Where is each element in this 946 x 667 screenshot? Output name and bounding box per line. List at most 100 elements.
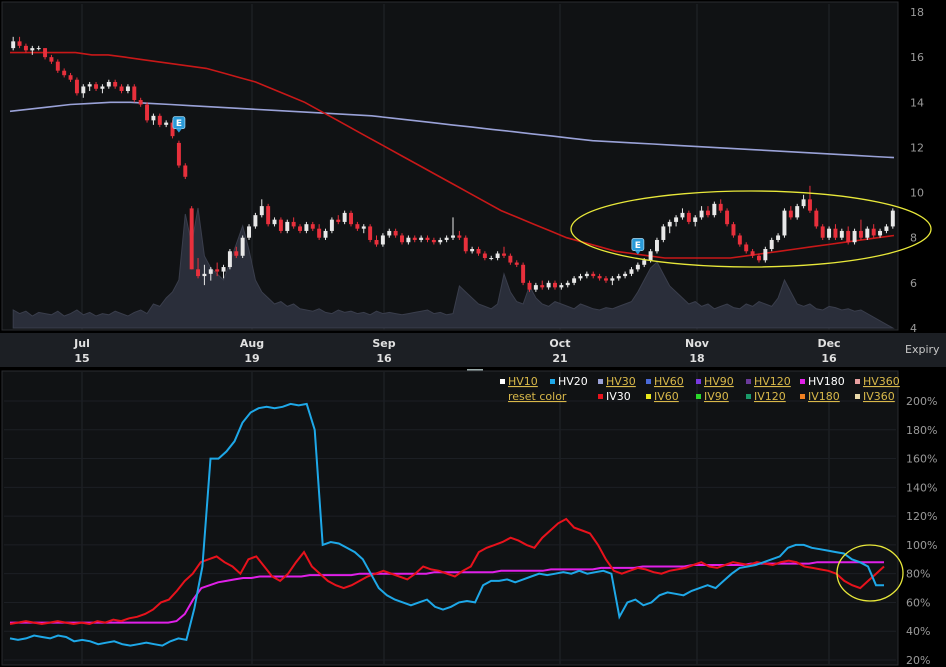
panel-resize-handle[interactable] [467, 369, 483, 371]
legend-label[interactable]: IV360 [863, 390, 895, 403]
legend-label[interactable]: HV60 [654, 375, 684, 388]
legend-item-iv60[interactable]: IV60 [646, 390, 679, 403]
legend-item-hv60[interactable]: HV60 [646, 375, 684, 388]
legend-item-reset-color[interactable]: reset color [508, 390, 567, 403]
candlestick [100, 84, 105, 94]
candlestick [278, 217, 283, 234]
long-moving-average-line [9, 101, 895, 159]
volatility-panel: 20% 40% 60% 80% 100% 120% 140% 160% 180% 200% HV1… [1, 370, 937, 667]
candlestick [635, 262, 640, 272]
legend-label[interactable]: IV180 [808, 390, 840, 403]
candle-body [425, 237, 430, 240]
candlestick [176, 140, 181, 168]
candle-body [610, 278, 615, 281]
candlestick [234, 246, 239, 259]
legend-label[interactable]: IV60 [654, 390, 679, 403]
legend-swatch [598, 379, 603, 384]
candle-body [744, 244, 749, 252]
legend-label[interactable]: HV30 [606, 375, 636, 388]
legend-label[interactable]: IV120 [754, 390, 786, 403]
price-highlight-ellipse [570, 190, 932, 268]
earnings-marker[interactable]: E [631, 238, 645, 255]
candlestick [623, 271, 628, 279]
candle-body [55, 61, 60, 71]
candlestick [852, 228, 857, 245]
candle-body [272, 219, 277, 225]
expiry-label[interactable]: Expiry [905, 343, 940, 356]
candle-body [495, 253, 500, 259]
candlestick [827, 226, 832, 240]
legend-item-hv10[interactable]: HV10 [500, 375, 538, 388]
candle-body [451, 235, 455, 238]
candle-body [368, 226, 373, 240]
candle-body [502, 253, 506, 256]
candle-body [387, 230, 392, 236]
candle-body [240, 237, 245, 256]
candle-body [482, 253, 487, 259]
candle-body [476, 249, 481, 254]
legend-label[interactable]: HV180 [808, 375, 845, 388]
legend-label[interactable]: HV360 [863, 375, 900, 388]
legend-item-hv360[interactable]: HV360 [855, 375, 900, 388]
candlestick [361, 224, 366, 234]
legend-item-hv180[interactable]: HV180 [800, 375, 845, 388]
candle-body [138, 100, 143, 105]
candlestick [419, 235, 424, 243]
legend-item-iv30[interactable]: IV30 [598, 390, 631, 403]
legend-item-iv360[interactable]: IV360 [855, 390, 895, 403]
legend-label[interactable]: HV20 [558, 375, 588, 388]
candlestick [667, 219, 672, 234]
candle-body [635, 264, 640, 270]
candlestick [878, 228, 883, 238]
volume-series [12, 207, 895, 329]
legend-label[interactable]: HV90 [704, 375, 734, 388]
volatility-y-tick-label: 80% [906, 568, 930, 581]
legend-item-hv20[interactable]: HV20 [550, 375, 588, 388]
legend-item-iv180[interactable]: IV180 [800, 390, 840, 403]
price-y-tick-label: 14 [910, 96, 924, 109]
candlestick [527, 280, 532, 292]
candlestick [113, 79, 118, 89]
legend-label[interactable]: reset color [508, 390, 567, 403]
candle-body [247, 226, 252, 238]
legend-item-hv30[interactable]: HV30 [598, 375, 636, 388]
candlestick [151, 113, 156, 125]
candlestick [208, 267, 213, 281]
price-y-tick-label: 12 [910, 141, 924, 154]
candle-body [176, 142, 181, 166]
legend-swatch [800, 394, 805, 399]
candlestick [654, 237, 659, 254]
candle-body [355, 224, 360, 229]
legend-item-iv120[interactable]: IV120 [746, 390, 786, 403]
legend-item-hv120[interactable]: HV120 [746, 375, 791, 388]
legend-item-hv90[interactable]: HV90 [696, 375, 734, 388]
candlestick [482, 251, 487, 261]
month-tick-label: Sep [372, 337, 395, 350]
candle-body [227, 251, 232, 268]
candlestick [750, 249, 755, 259]
legend-label[interactable]: IV30 [606, 390, 631, 403]
candle-body [769, 239, 774, 249]
day-tick-label: 21 [552, 352, 567, 365]
legend-item-iv90[interactable]: IV90 [696, 390, 729, 403]
earnings-marker[interactable]: E [172, 116, 186, 133]
candlestick [329, 217, 334, 234]
candle-body [336, 219, 341, 222]
candle-body [629, 269, 634, 274]
candle-body [546, 282, 551, 288]
volatility-highlight-ellipse [836, 544, 904, 602]
legend-label[interactable]: HV120 [754, 375, 791, 388]
earnings-badge[interactable] [172, 116, 186, 130]
candlestick [132, 84, 137, 103]
candle-body [361, 226, 366, 229]
candle-body [406, 237, 411, 243]
legend-label[interactable]: IV90 [704, 390, 729, 403]
candlestick [393, 228, 398, 238]
volatility-y-axis: 20% 40% 60% 80% 100% 120% 140% 160% 180% 200% [906, 395, 937, 667]
candle-body [298, 226, 302, 231]
legend-label[interactable]: HV10 [508, 375, 538, 388]
candle-body [890, 210, 895, 227]
candle-body [604, 278, 608, 281]
candle-body [259, 206, 264, 216]
candlestick [81, 84, 86, 98]
